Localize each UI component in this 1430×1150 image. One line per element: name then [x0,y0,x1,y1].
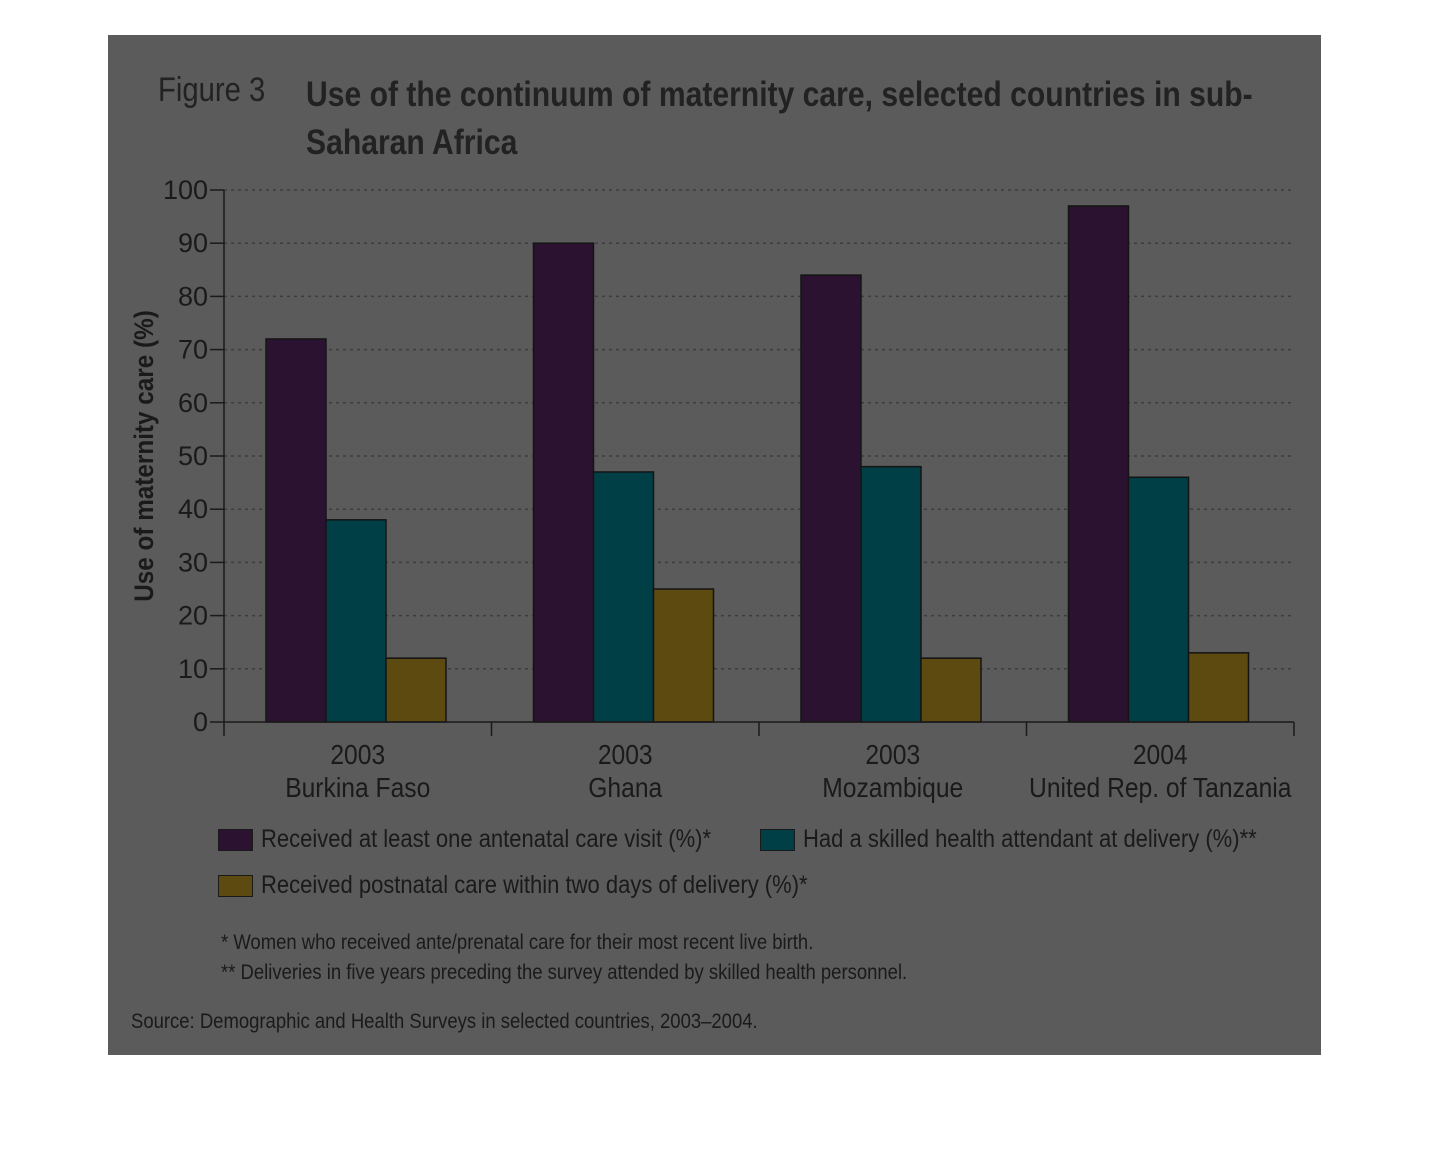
footnote-antenatal: * Women who received ante/prenatal care … [221,931,814,954]
figure-panel: Figure 3 Use of the continuum of materni… [108,35,1321,1055]
legend-swatch-antenatal [218,828,253,851]
axes [210,189,1295,736]
y-tick-label: 0 [193,707,208,737]
legend-swatch-postnatal [218,874,253,897]
bar-antenatal [800,274,862,723]
bar-skilled [860,465,922,723]
x-category-country: United Rep. of Tanzania [1029,772,1292,804]
bar-antenatal [265,338,327,723]
bar-postnatal [652,588,715,723]
x-category-year: 2003 [598,739,653,771]
footnote-skilled: ** Deliveries in five years preceding th… [221,961,908,984]
y-tick-label: 60 [178,388,208,418]
y-tick-label: 90 [178,228,208,258]
figure-title: Use of the continuum of maternity care, … [306,75,1253,162]
x-category-country: Burkina Faso [285,772,430,804]
x-category-country: Ghana [588,772,662,804]
x-category-year: 2003 [865,739,920,771]
bar-antenatal [1067,205,1130,723]
bar-antenatal [532,242,595,723]
y-tick-label: 70 [178,335,208,365]
legend-item-postnatal: Received postnatal care within two days … [218,871,882,900]
bars [265,205,1250,723]
y-tick-label: 50 [178,441,208,471]
legend-label-antenatal: Received at least one antenatal care vis… [261,825,712,853]
bar-postnatal [920,657,982,723]
bar-skilled [592,471,655,723]
legend-item-skilled: Had a skilled health attendant at delive… [760,825,1319,854]
y-tick-label: 40 [178,494,208,524]
bar-skilled [1127,476,1190,723]
x-category-country: Mozambique [822,772,963,804]
x-category-year: 2004 [1133,739,1188,771]
y-tick-label: 20 [178,601,208,631]
y-tick-label: 30 [178,547,208,577]
y-tick-label: 100 [163,175,208,205]
legend-swatch-skilled [760,828,795,851]
source-note: Source: Demographic and Health Surveys i… [131,1010,758,1033]
y-axis-title: Use of maternity care (%) [130,310,159,602]
bar-skilled [325,519,387,723]
bar-postnatal [1187,652,1250,723]
figure-label: Figure 3 [158,71,266,109]
bar-postnatal [385,657,447,723]
y-tick-label: 10 [178,654,208,684]
legend-item-antenatal: Received at least one antenatal care vis… [218,825,772,854]
legend-label-skilled: Had a skilled health attendant at delive… [803,825,1257,853]
y-tick-label: 80 [178,281,208,311]
legend-label-postnatal: Received postnatal care within two days … [261,871,808,899]
x-category-year: 2003 [330,739,385,771]
